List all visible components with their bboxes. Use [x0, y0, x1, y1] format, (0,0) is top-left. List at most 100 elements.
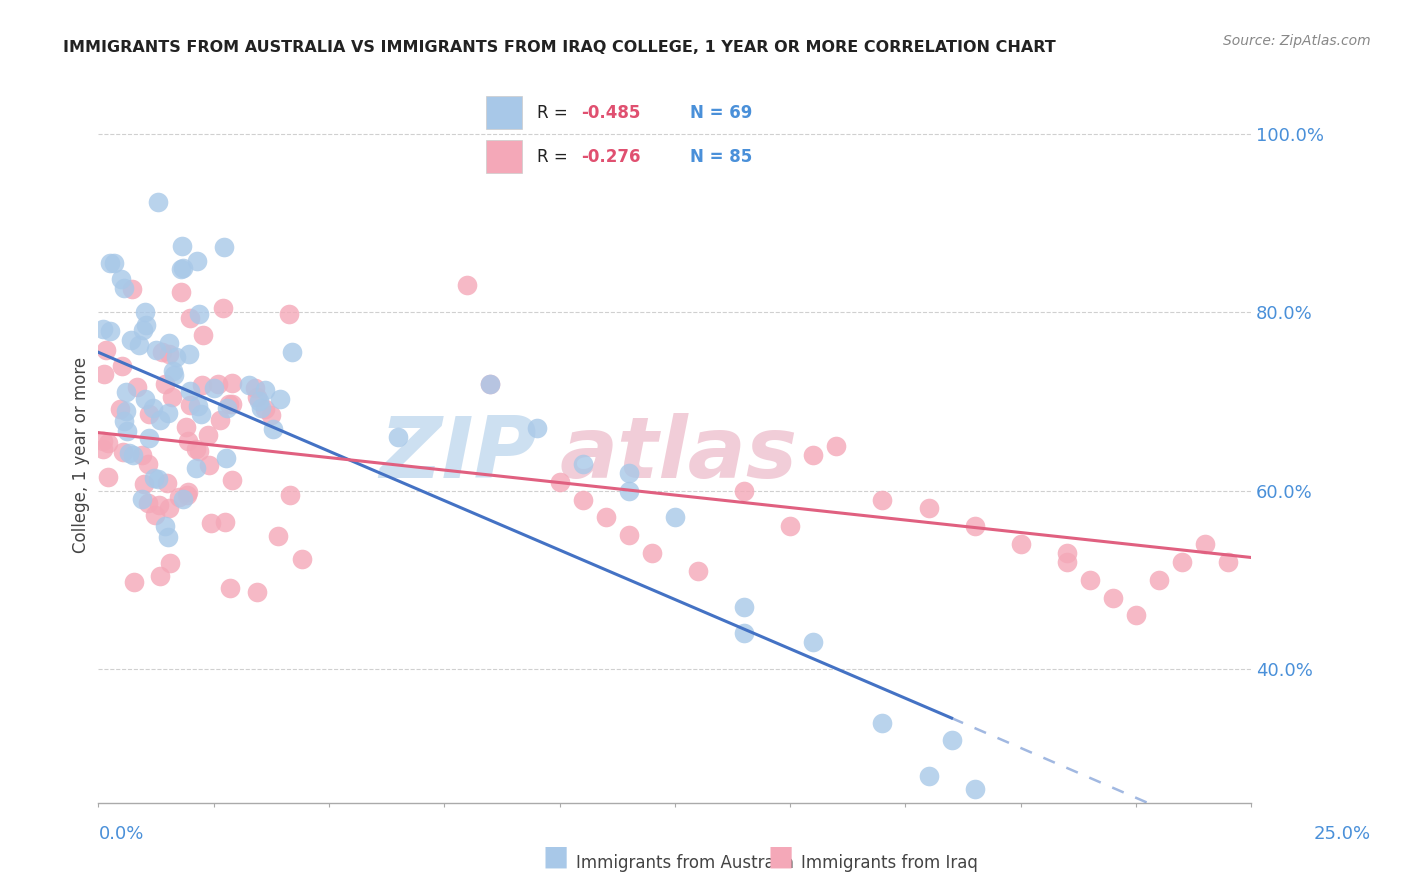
- Point: [479, 376, 502, 391]
- Point: [254, 383, 277, 397]
- Point: [269, 392, 291, 406]
- Point: [135, 318, 157, 332]
- Point: [97, 436, 120, 450]
- Text: R =: R =: [537, 148, 572, 166]
- Text: 25.0%: 25.0%: [1313, 825, 1371, 843]
- Point: [122, 448, 145, 462]
- Point: [291, 551, 314, 566]
- Point: [91, 434, 114, 448]
- Point: [149, 569, 172, 583]
- Point: [664, 510, 686, 524]
- Point: [617, 483, 640, 498]
- Point: [479, 376, 502, 391]
- Point: [801, 635, 824, 649]
- Point: [197, 428, 219, 442]
- Point: [595, 510, 617, 524]
- Point: [212, 240, 235, 254]
- Point: [156, 530, 179, 544]
- Point: [172, 492, 194, 507]
- Text: N = 69: N = 69: [690, 103, 752, 121]
- Text: Immigrants from Iraq: Immigrants from Iraq: [801, 855, 979, 872]
- Text: Source: ZipAtlas.com: Source: ZipAtlas.com: [1223, 34, 1371, 48]
- Point: [733, 599, 755, 614]
- Point: [917, 769, 939, 783]
- Point: [157, 336, 180, 351]
- Point: [193, 327, 215, 342]
- Text: Immigrants from Australia: Immigrants from Australia: [576, 855, 794, 872]
- Point: [134, 476, 156, 491]
- Point: [1171, 555, 1194, 569]
- Point: [202, 381, 225, 395]
- Point: [170, 285, 193, 299]
- Point: [221, 473, 243, 487]
- Point: [186, 253, 208, 268]
- Point: [221, 376, 243, 391]
- Point: [872, 492, 894, 507]
- Point: [110, 272, 132, 286]
- Point: [165, 350, 187, 364]
- Point: [179, 384, 201, 399]
- Point: [218, 397, 240, 411]
- Point: [1194, 537, 1216, 551]
- Point: [238, 377, 260, 392]
- Point: [121, 282, 143, 296]
- Point: [156, 406, 179, 420]
- Point: [733, 483, 755, 498]
- Point: [138, 407, 160, 421]
- Point: [1056, 555, 1078, 569]
- Point: [150, 345, 173, 359]
- Point: [131, 448, 153, 462]
- Point: [548, 475, 571, 489]
- Point: [277, 307, 299, 321]
- Point: [145, 343, 167, 358]
- Point: [111, 359, 134, 374]
- Point: [215, 450, 238, 465]
- Point: [112, 281, 135, 295]
- Point: [190, 408, 212, 422]
- Point: [174, 419, 197, 434]
- Point: [254, 402, 277, 417]
- Text: ZIP: ZIP: [378, 413, 537, 497]
- Point: [456, 278, 478, 293]
- Point: [187, 399, 209, 413]
- Point: [163, 368, 186, 382]
- Point: [617, 528, 640, 542]
- Point: [250, 401, 273, 416]
- Point: [200, 516, 222, 530]
- Point: [136, 495, 159, 509]
- Point: [1078, 573, 1101, 587]
- Point: [115, 424, 138, 438]
- Point: [143, 508, 166, 522]
- Point: [98, 324, 121, 338]
- Point: [118, 446, 141, 460]
- Text: N = 85: N = 85: [690, 148, 752, 166]
- Point: [221, 396, 243, 410]
- Point: [91, 442, 114, 456]
- Point: [125, 380, 148, 394]
- Point: [218, 581, 240, 595]
- Point: [963, 519, 986, 533]
- Point: [246, 390, 269, 404]
- Point: [245, 381, 267, 395]
- Point: [215, 401, 238, 415]
- Point: [617, 466, 640, 480]
- Point: [91, 322, 114, 336]
- Point: [170, 238, 193, 252]
- Point: [941, 733, 963, 747]
- Bar: [485, 96, 522, 129]
- Point: [281, 345, 304, 359]
- Point: [1102, 591, 1125, 605]
- Point: [176, 434, 198, 448]
- Point: [153, 519, 176, 533]
- Point: [149, 413, 172, 427]
- Text: ■: ■: [543, 842, 568, 871]
- Point: [267, 529, 290, 543]
- Text: -0.485: -0.485: [581, 103, 640, 121]
- Point: [112, 414, 135, 428]
- Point: [1147, 573, 1170, 587]
- Point: [260, 408, 283, 422]
- Point: [134, 392, 156, 407]
- Point: [686, 564, 709, 578]
- Point: [179, 311, 201, 326]
- Point: [134, 305, 156, 319]
